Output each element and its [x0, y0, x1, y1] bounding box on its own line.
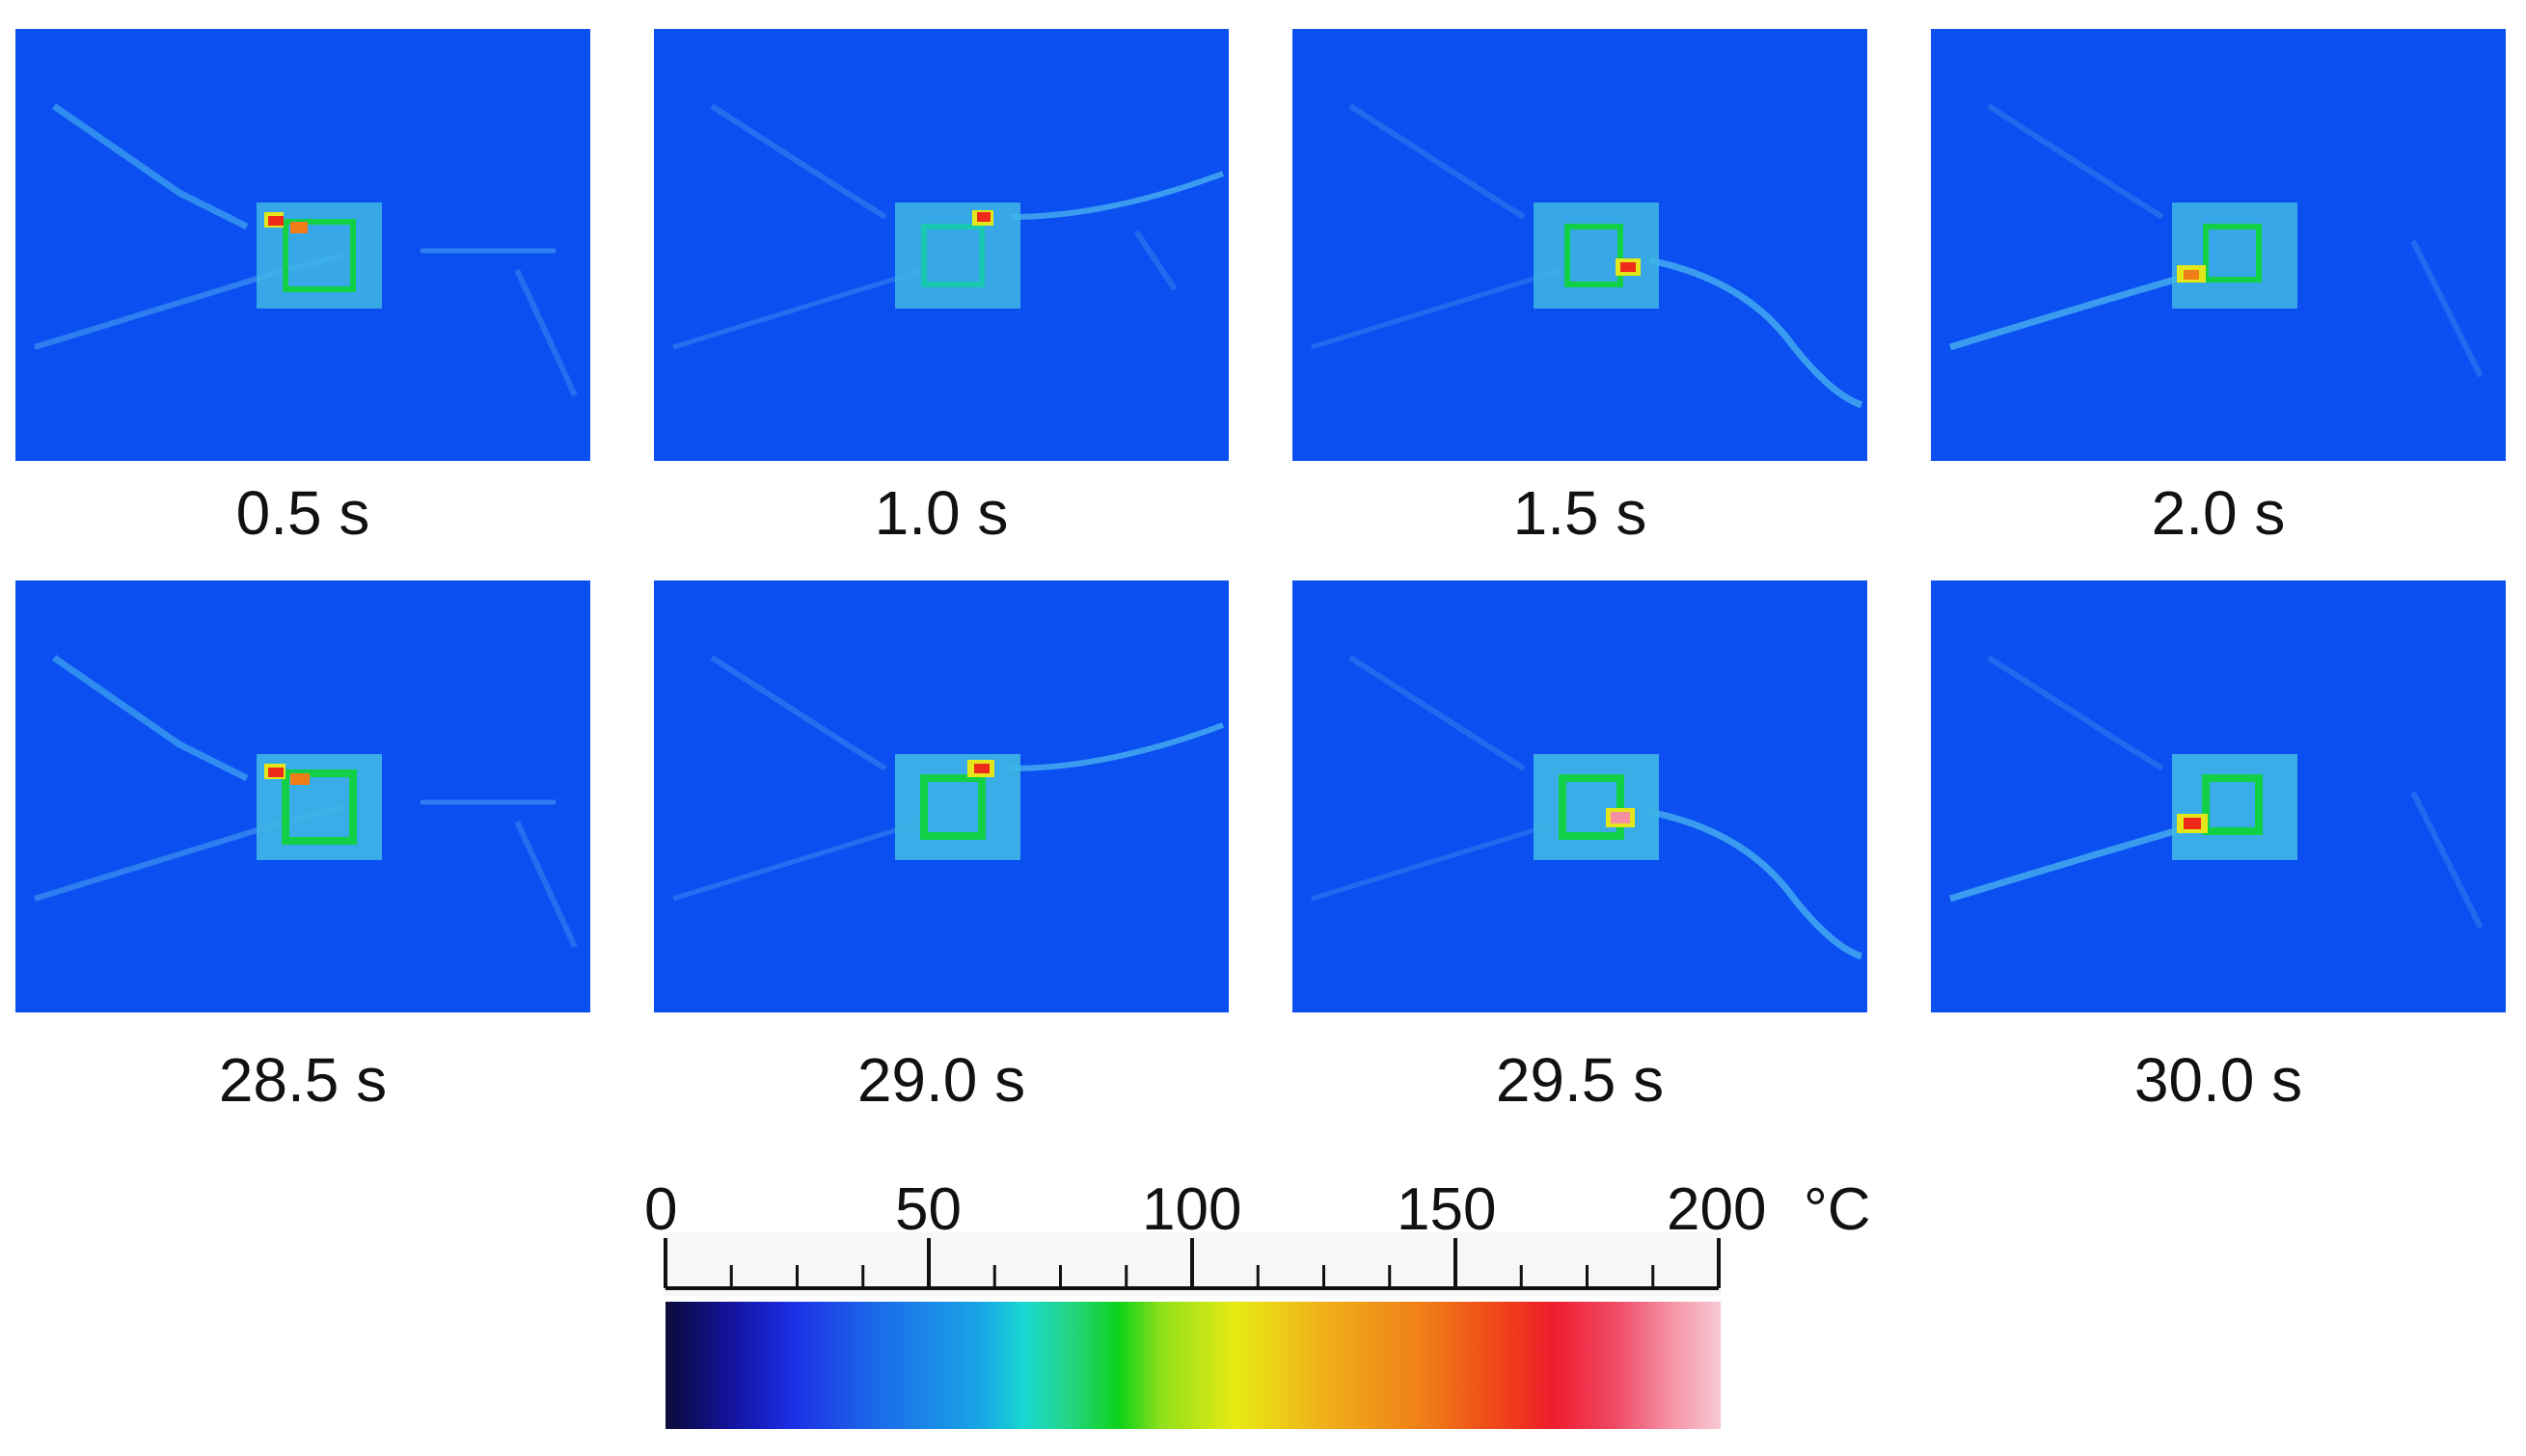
thermal-frame-4	[1931, 29, 2506, 461]
thermal-frame-2	[654, 29, 1229, 461]
time-label: 1.0 s	[874, 478, 1009, 548]
thermal-image-1	[15, 29, 590, 461]
time-label: 30.0 s	[2133, 1045, 2303, 1115]
colorbar-unit: °C	[1804, 1176, 1871, 1243]
thermal-frame-7	[1292, 580, 1867, 1012]
thermal-frame-1	[15, 29, 590, 461]
thermal-frame-8	[1931, 580, 2506, 1012]
colorbar-tick-label: 100	[1142, 1176, 1242, 1243]
thermal-image-2	[654, 29, 1229, 461]
colorbar-tick-label: 50	[895, 1176, 962, 1243]
thermal-image-8	[1931, 580, 2506, 1012]
colorbar-tick-label: 0	[644, 1176, 678, 1243]
thermal-frame-5	[15, 580, 590, 1012]
time-label: 28.5 s	[218, 1045, 388, 1115]
thermal-frame-6	[654, 580, 1229, 1012]
colorbar-tick-label: 200	[1667, 1176, 1767, 1243]
colorbar-ticks	[664, 1238, 1721, 1288]
colorbar-tick-label: 150	[1397, 1176, 1497, 1243]
temperature-colorbar	[665, 1302, 1721, 1429]
thermal-image-4	[1931, 29, 2506, 461]
time-label: 29.5 s	[1495, 1045, 1665, 1115]
thermal-image-7	[1292, 580, 1867, 1012]
time-label: 2.0 s	[2151, 478, 2286, 548]
thermal-frame-3	[1292, 29, 1867, 461]
thermal-image-3	[1292, 29, 1867, 461]
thermal-image-6	[654, 580, 1229, 1012]
colorbar-ruler	[664, 1232, 1721, 1296]
time-label: 29.0 s	[856, 1045, 1026, 1115]
time-label: 1.5 s	[1512, 478, 1647, 548]
time-label: 0.5 s	[235, 478, 370, 548]
thermal-image-5	[15, 580, 590, 1012]
